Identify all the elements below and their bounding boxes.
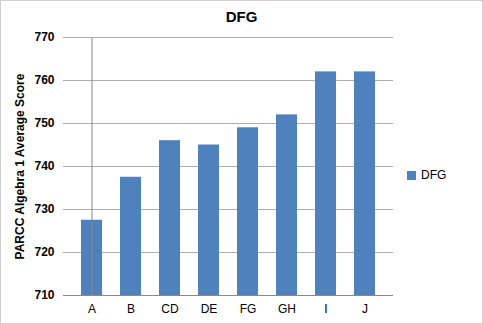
svg-text:770: 770: [34, 30, 54, 44]
svg-text:J: J: [362, 302, 368, 316]
svg-text:730: 730: [34, 202, 54, 216]
svg-text:750: 750: [34, 116, 54, 130]
html-text:DFG: DFG: [421, 168, 447, 182]
svg-text:720: 720: [34, 245, 54, 259]
svg-text:PARCC Algebra 1 Average Score: PARCC Algebra 1 Average Score: [13, 73, 27, 259]
svg-text:CD: CD: [161, 302, 179, 316]
svg-text:DE: DE: [201, 302, 218, 316]
svg-text:A: A: [88, 302, 96, 316]
html-text:DFG: DFG: [225, 8, 258, 25]
svg-text:B: B: [127, 302, 135, 316]
svg-text:I: I: [324, 302, 327, 316]
svg-text:FG: FG: [240, 302, 257, 316]
svg-text:740: 740: [34, 159, 54, 173]
svg-text:760: 760: [34, 73, 54, 87]
svg-text:710: 710: [34, 288, 54, 302]
svg-text:GH: GH: [278, 302, 296, 316]
